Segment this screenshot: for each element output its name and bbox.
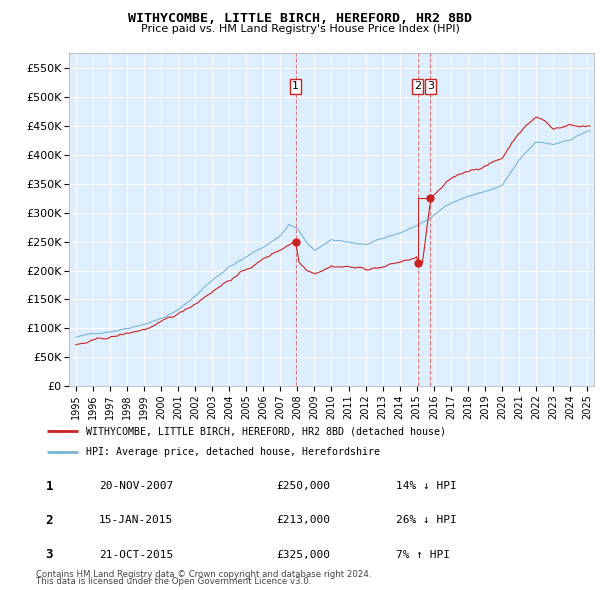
Text: £213,000: £213,000 xyxy=(276,516,330,525)
Text: 20-NOV-2007: 20-NOV-2007 xyxy=(99,481,173,491)
Text: WITHYCOMBE, LITTLE BIRCH, HEREFORD, HR2 8BD: WITHYCOMBE, LITTLE BIRCH, HEREFORD, HR2 … xyxy=(128,12,472,25)
Text: Price paid vs. HM Land Registry's House Price Index (HPI): Price paid vs. HM Land Registry's House … xyxy=(140,24,460,34)
Text: This data is licensed under the Open Government Licence v3.0.: This data is licensed under the Open Gov… xyxy=(36,577,311,586)
Text: 15-JAN-2015: 15-JAN-2015 xyxy=(99,516,173,525)
Text: £250,000: £250,000 xyxy=(276,481,330,491)
Text: HPI: Average price, detached house, Herefordshire: HPI: Average price, detached house, Here… xyxy=(86,447,380,457)
Text: WITHYCOMBE, LITTLE BIRCH, HEREFORD, HR2 8BD (detached house): WITHYCOMBE, LITTLE BIRCH, HEREFORD, HR2 … xyxy=(86,427,446,436)
Text: 14% ↓ HPI: 14% ↓ HPI xyxy=(396,481,457,491)
Text: 1: 1 xyxy=(292,81,299,91)
Text: £325,000: £325,000 xyxy=(276,550,330,559)
Text: 2: 2 xyxy=(46,514,53,527)
Text: 2: 2 xyxy=(414,81,421,91)
Text: 1: 1 xyxy=(46,480,53,493)
Text: 26% ↓ HPI: 26% ↓ HPI xyxy=(396,516,457,525)
Text: 3: 3 xyxy=(46,548,53,561)
Text: Contains HM Land Registry data © Crown copyright and database right 2024.: Contains HM Land Registry data © Crown c… xyxy=(36,570,371,579)
Text: 21-OCT-2015: 21-OCT-2015 xyxy=(99,550,173,559)
Text: 3: 3 xyxy=(427,81,434,91)
Text: 7% ↑ HPI: 7% ↑ HPI xyxy=(396,550,450,559)
